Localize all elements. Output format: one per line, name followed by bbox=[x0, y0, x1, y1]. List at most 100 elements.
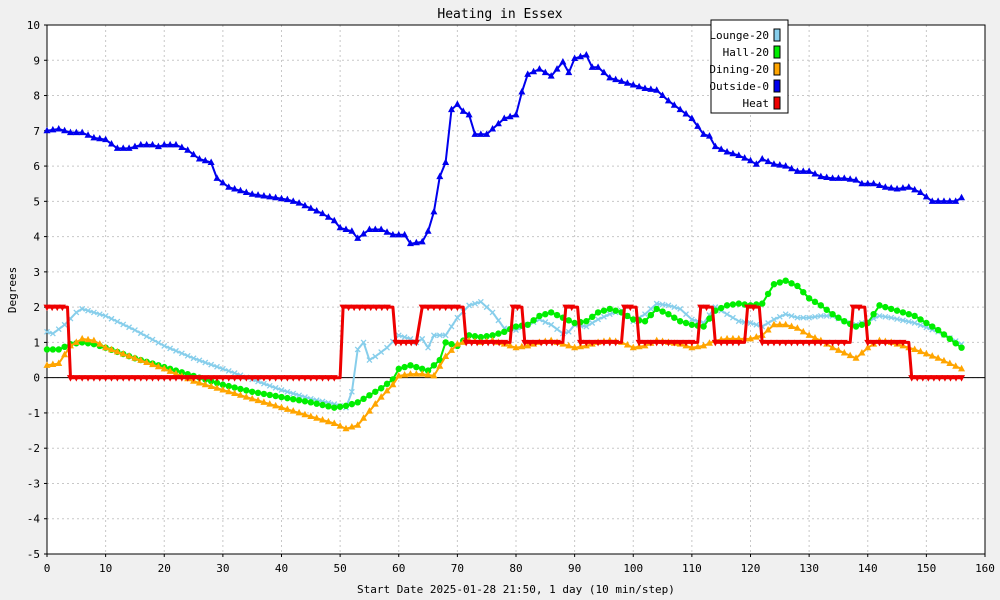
data-point-hall-20 bbox=[917, 316, 924, 323]
data-point-lounge-20 bbox=[442, 332, 449, 339]
data-point-hall-20 bbox=[495, 330, 502, 337]
data-point-lounge-20 bbox=[888, 314, 895, 321]
data-point-hall-20 bbox=[290, 395, 297, 403]
data-point-outside-0 bbox=[829, 174, 837, 181]
data-point-hall-20 bbox=[706, 315, 713, 322]
data-point-lounge-20 bbox=[454, 314, 461, 321]
data-point-outside-0 bbox=[236, 186, 244, 194]
data-point-heat bbox=[513, 304, 521, 312]
legend-swatch-outside-0 bbox=[773, 79, 781, 93]
data-point-heat bbox=[703, 304, 711, 312]
legend-swatch-lounge-20 bbox=[773, 28, 781, 42]
data-point-outside-0 bbox=[647, 85, 655, 92]
data-point-outside-0 bbox=[96, 134, 104, 142]
data-point-outside-0 bbox=[125, 144, 133, 151]
data-point-outside-0 bbox=[131, 142, 139, 150]
data-point-dining-20 bbox=[764, 326, 772, 333]
data-point-outside-0 bbox=[600, 68, 608, 76]
data-point-heat bbox=[313, 375, 321, 382]
data-point-lounge-20 bbox=[149, 336, 156, 343]
data-point-dining-20 bbox=[307, 412, 315, 419]
data-point-outside-0 bbox=[377, 225, 385, 233]
data-point-lounge-20 bbox=[96, 311, 103, 318]
data-point-heat bbox=[397, 339, 405, 347]
data-point-heat bbox=[324, 375, 332, 382]
data-point-heat bbox=[582, 339, 590, 347]
data-point-hall-20 bbox=[589, 313, 596, 321]
data-point-lounge-20 bbox=[776, 313, 783, 320]
data-point-outside-0 bbox=[272, 193, 280, 201]
data-point-outside-0 bbox=[84, 131, 92, 138]
data-point-outside-0 bbox=[541, 68, 549, 76]
data-point-outside-0 bbox=[711, 142, 719, 150]
data-point-heat bbox=[289, 375, 297, 382]
data-point-heat bbox=[594, 339, 602, 347]
data-point-dining-20 bbox=[242, 393, 250, 400]
data-point-heat bbox=[154, 375, 162, 382]
data-point-heat bbox=[870, 339, 878, 347]
data-point-outside-0 bbox=[547, 72, 555, 79]
data-point-outside-0 bbox=[137, 140, 145, 148]
data-point-lounge-20 bbox=[466, 302, 473, 309]
data-point-outside-0 bbox=[389, 230, 397, 238]
data-point-lounge-20 bbox=[489, 309, 496, 316]
data-point-outside-0 bbox=[688, 114, 696, 121]
data-point-dining-20 bbox=[78, 334, 86, 342]
data-point-outside-0 bbox=[412, 238, 420, 246]
data-point-hall-20 bbox=[225, 382, 232, 390]
data-point-outside-0 bbox=[858, 179, 866, 187]
data-point-heat bbox=[770, 339, 778, 347]
data-point-dining-20 bbox=[107, 345, 115, 353]
data-point-hall-20 bbox=[934, 326, 942, 334]
data-point-lounge-20 bbox=[806, 314, 813, 321]
data-point-dining-20 bbox=[834, 346, 842, 353]
y-tick-label: 3 bbox=[33, 266, 40, 279]
data-point-outside-0 bbox=[477, 130, 485, 137]
data-point-heat bbox=[805, 339, 813, 347]
data-point-heat bbox=[53, 304, 61, 312]
data-point-heat bbox=[647, 339, 655, 347]
data-point-dining-20 bbox=[96, 340, 104, 347]
data-point-lounge-20 bbox=[44, 328, 50, 335]
data-point-lounge-20 bbox=[671, 304, 678, 311]
data-point-heat bbox=[606, 339, 614, 347]
data-point-lounge-20 bbox=[653, 300, 660, 307]
data-point-heat bbox=[473, 339, 481, 347]
data-point-lounge-20 bbox=[876, 312, 883, 319]
data-point-heat bbox=[924, 375, 932, 382]
data-point-outside-0 bbox=[571, 54, 579, 62]
data-point-heat bbox=[213, 375, 221, 382]
data-point-dining-20 bbox=[248, 394, 256, 402]
data-point-outside-0 bbox=[788, 164, 796, 172]
data-point-heat bbox=[462, 339, 470, 347]
data-point-dining-20 bbox=[72, 338, 80, 345]
data-point-heat bbox=[190, 375, 198, 382]
x-tick-label: 130 bbox=[799, 562, 819, 575]
data-point-dining-20 bbox=[371, 400, 379, 407]
data-point-dining-20 bbox=[864, 343, 872, 351]
data-point-hall-20 bbox=[882, 303, 889, 311]
data-point-lounge-20 bbox=[354, 346, 361, 353]
data-point-heat bbox=[659, 339, 667, 347]
data-point-lounge-20 bbox=[495, 317, 502, 324]
data-point-dining-20 bbox=[506, 341, 514, 349]
data-point-lounge-20 bbox=[899, 317, 906, 324]
data-point-dining-20 bbox=[219, 386, 227, 393]
data-point-heat bbox=[96, 375, 104, 382]
data-point-heat bbox=[829, 339, 837, 347]
data-point-heat bbox=[758, 339, 766, 347]
data-point-outside-0 bbox=[107, 140, 115, 147]
data-point-outside-0 bbox=[723, 147, 731, 155]
data-point-dining-20 bbox=[278, 403, 285, 411]
data-point-lounge-20 bbox=[114, 318, 121, 325]
data-point-heat bbox=[166, 375, 174, 382]
data-point-hall-20 bbox=[43, 346, 51, 353]
data-point-heat bbox=[490, 339, 498, 347]
data-point-dining-20 bbox=[776, 320, 784, 328]
data-point-lounge-20 bbox=[472, 300, 478, 307]
data-point-dining-20 bbox=[406, 370, 414, 377]
data-point-heat bbox=[195, 375, 203, 382]
data-point-hall-20 bbox=[372, 388, 379, 395]
data-point-dining-20 bbox=[389, 380, 397, 388]
data-point-outside-0 bbox=[55, 125, 63, 132]
